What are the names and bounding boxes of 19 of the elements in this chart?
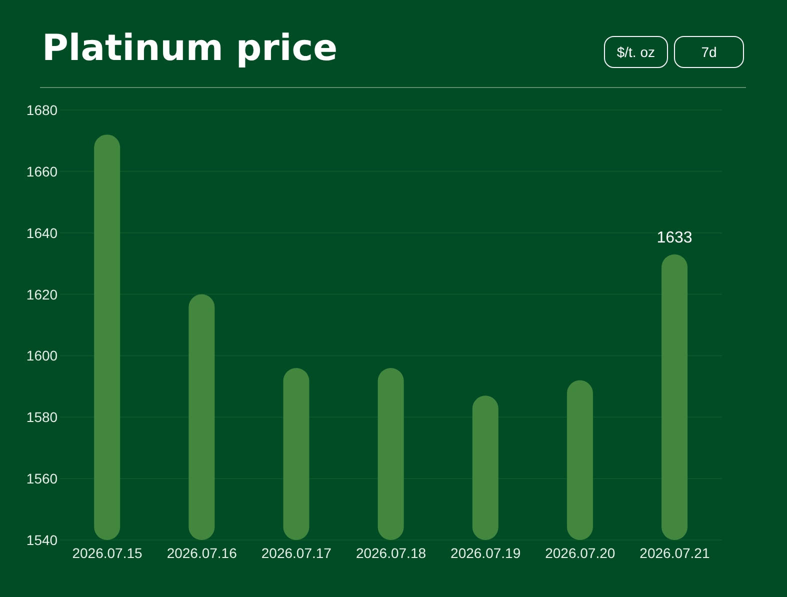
x-tick-label: 2026.07.17 <box>261 544 332 561</box>
x-tick-label: 2026.07.18 <box>356 544 426 561</box>
y-tick-label: 1540 <box>26 532 58 548</box>
y-tick-label: 1560 <box>26 470 58 487</box>
x-tick-label: 2026.07.16 <box>166 544 238 561</box>
y-tick-label: 1620 <box>26 286 58 302</box>
x-tick-label: 2026.07.19 <box>450 544 521 561</box>
y-tick-label: 1600 <box>26 348 58 364</box>
chart-title: Platinum price <box>42 28 338 69</box>
data-label: 1633 <box>656 229 692 246</box>
y-tick-label: 1680 <box>26 102 58 118</box>
x-tick-label: 2026.07.21 <box>640 544 710 561</box>
text: $/t. oz <box>604 36 668 68</box>
x-tick-label: 2026.07.15 <box>72 544 143 561</box>
y-tick-label: 1580 <box>26 409 58 426</box>
text: 7d <box>674 36 744 68</box>
y-tick-label: 1660 <box>26 163 58 180</box>
x-tick-label: 2026.07.20 <box>545 544 616 561</box>
y-tick-label: 1640 <box>26 224 58 241</box>
